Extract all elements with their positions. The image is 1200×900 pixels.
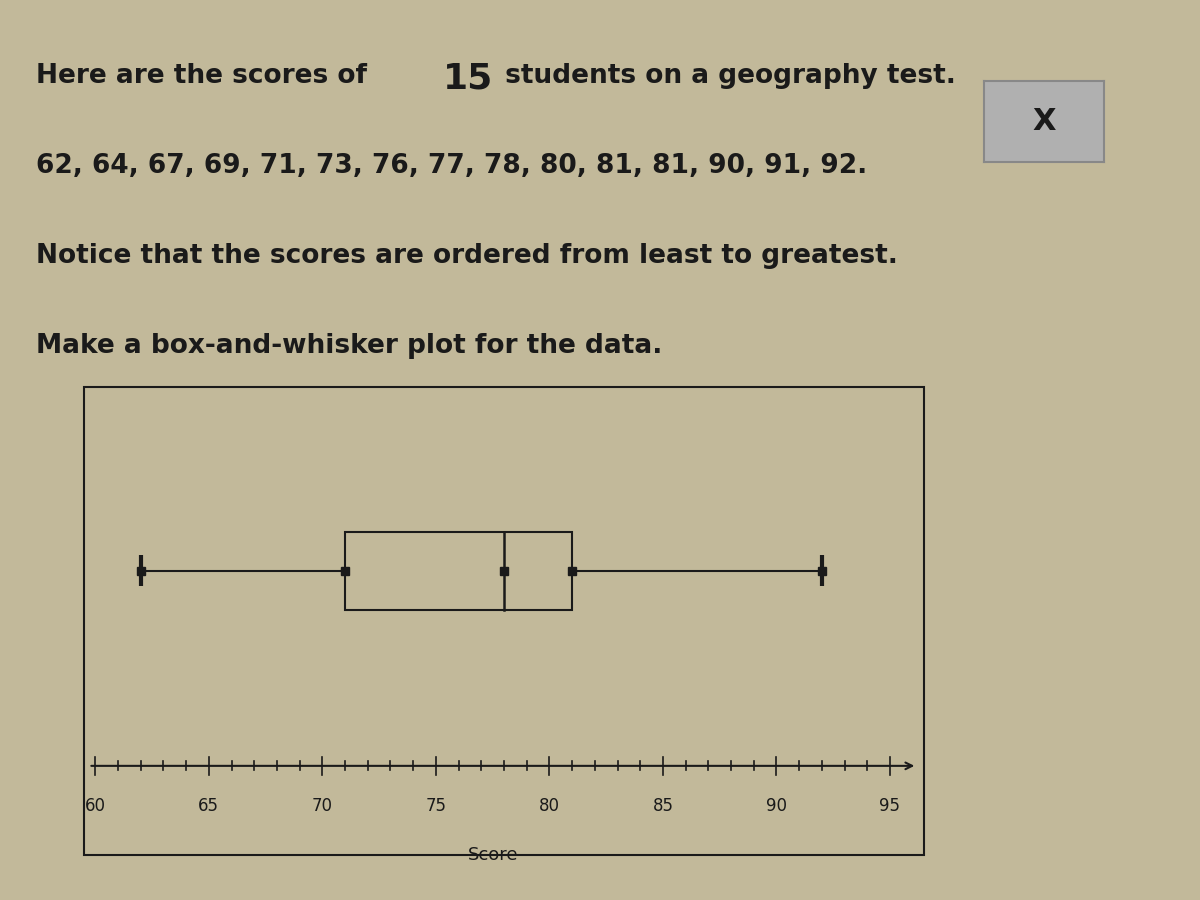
Text: 80: 80	[539, 797, 560, 815]
Text: 70: 70	[312, 797, 332, 815]
Text: Score: Score	[467, 846, 518, 864]
Bar	[84, 387, 924, 855]
Text: 60: 60	[85, 797, 106, 815]
Text: Notice that the scores are ordered from least to greatest.: Notice that the scores are ordered from …	[36, 243, 898, 269]
Text: 85: 85	[653, 797, 673, 815]
Text: 62, 64, 67, 69, 71, 73, 76, 77, 78, 80, 81, 81, 90, 91, 92.: 62, 64, 67, 69, 71, 73, 76, 77, 78, 80, …	[36, 153, 868, 179]
Bar	[346, 532, 572, 610]
Text: 15: 15	[443, 61, 493, 95]
Text: students on a geography test.: students on a geography test.	[496, 63, 955, 89]
Text: 90: 90	[766, 797, 787, 815]
Text: X: X	[1032, 107, 1056, 136]
Text: 75: 75	[425, 797, 446, 815]
Text: Here are the scores of: Here are the scores of	[36, 63, 376, 89]
Text: 65: 65	[198, 797, 220, 815]
Text: 95: 95	[880, 797, 900, 815]
Text: Make a box-and-whisker plot for the data.: Make a box-and-whisker plot for the data…	[36, 333, 662, 359]
